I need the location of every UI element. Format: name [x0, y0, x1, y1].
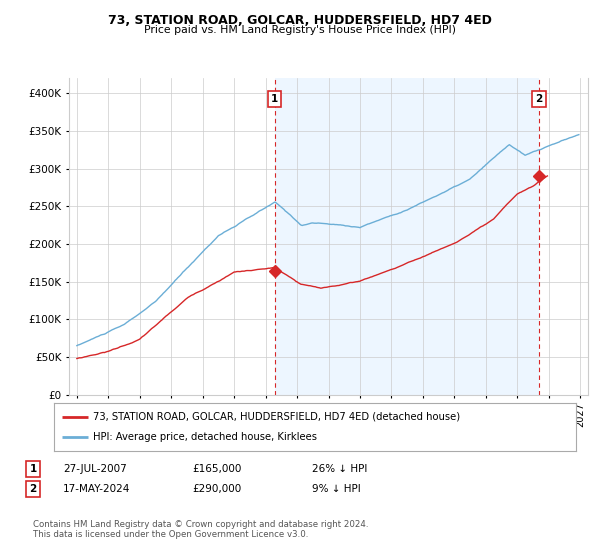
- Text: 17-MAY-2024: 17-MAY-2024: [63, 484, 130, 494]
- Text: 9% ↓ HPI: 9% ↓ HPI: [312, 484, 361, 494]
- Text: 73, STATION ROAD, GOLCAR, HUDDERSFIELD, HD7 4ED: 73, STATION ROAD, GOLCAR, HUDDERSFIELD, …: [108, 14, 492, 27]
- Text: £290,000: £290,000: [192, 484, 241, 494]
- Text: Contains HM Land Registry data © Crown copyright and database right 2024.
This d: Contains HM Land Registry data © Crown c…: [33, 520, 368, 539]
- Text: 27-JUL-2007: 27-JUL-2007: [63, 464, 127, 474]
- Text: 2: 2: [535, 94, 542, 104]
- Text: Price paid vs. HM Land Registry's House Price Index (HPI): Price paid vs. HM Land Registry's House …: [144, 25, 456, 35]
- Text: 73, STATION ROAD, GOLCAR, HUDDERSFIELD, HD7 4ED (detached house): 73, STATION ROAD, GOLCAR, HUDDERSFIELD, …: [93, 412, 460, 422]
- Bar: [275, 78, 539, 395]
- Text: 1: 1: [29, 464, 37, 474]
- Text: 26% ↓ HPI: 26% ↓ HPI: [312, 464, 367, 474]
- Text: 2: 2: [29, 484, 37, 494]
- Text: 1: 1: [271, 94, 278, 104]
- Text: HPI: Average price, detached house, Kirklees: HPI: Average price, detached house, Kirk…: [93, 432, 317, 442]
- Text: £165,000: £165,000: [192, 464, 241, 474]
